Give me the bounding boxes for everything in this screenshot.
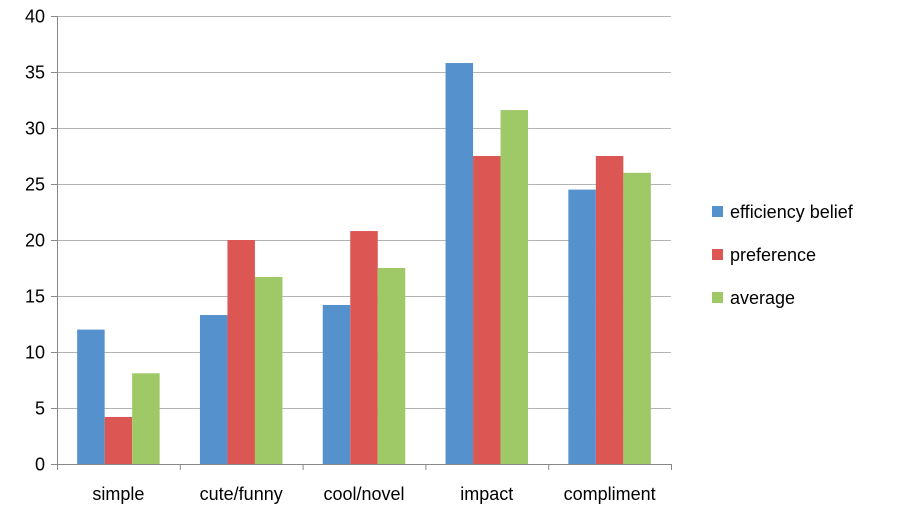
bar-efficiency-belief-compliment <box>568 189 596 464</box>
legend: efficiency belief preference average <box>712 202 854 308</box>
bar-efficiency-belief-cool-novel <box>322 304 351 464</box>
bar-preference-cute-funny <box>227 240 255 464</box>
bar-average-impact <box>500 110 529 464</box>
y-tick-labels: 0 5 10 15 20 25 30 35 40 <box>25 7 45 475</box>
bar-average-cool-novel <box>377 268 406 464</box>
bar-preference-impact <box>473 156 501 464</box>
y-tick-label: 30 <box>25 119 45 139</box>
bar-average-compliment <box>623 172 651 465</box>
legend-swatch <box>712 292 723 303</box>
y-tick-label: 5 <box>35 399 45 419</box>
bar-efficiency-belief-impact <box>445 63 474 464</box>
legend-label: preference <box>730 245 816 265</box>
y-tick-label: 25 <box>25 175 45 195</box>
x-category-labels: simple cute/funny cool/novel impact complime… <box>92 484 655 504</box>
x-category-label: compliment <box>564 484 656 504</box>
bar-average-simple <box>132 373 160 464</box>
x-category-label: simple <box>92 484 144 504</box>
bar-average-cute-funny <box>254 276 283 464</box>
y-tick-label: 15 <box>25 287 45 307</box>
bar-preference-compliment <box>595 156 624 464</box>
x-category-label: cute/funny <box>200 484 283 504</box>
bars <box>77 63 651 465</box>
y-tick-label: 35 <box>25 63 45 83</box>
y-tick-label: 10 <box>25 343 45 363</box>
legend-label: average <box>730 288 795 308</box>
bar-preference-cool-novel <box>350 231 378 464</box>
legend-label: efficiency belief <box>730 202 854 222</box>
bar-preference-simple <box>104 416 133 464</box>
y-tick-label: 20 <box>25 231 45 251</box>
x-category-label: impact <box>460 484 513 504</box>
x-category-label: cool/novel <box>323 484 404 504</box>
y-tick-label: 40 <box>25 7 45 27</box>
bar-efficiency-belief-simple <box>77 329 105 464</box>
bar-efficiency-belief-cute-funny <box>199 315 228 464</box>
axes <box>51 16 672 470</box>
y-tick-label: 0 <box>35 455 45 475</box>
legend-swatch <box>712 206 723 217</box>
legend-swatch <box>712 249 723 260</box>
